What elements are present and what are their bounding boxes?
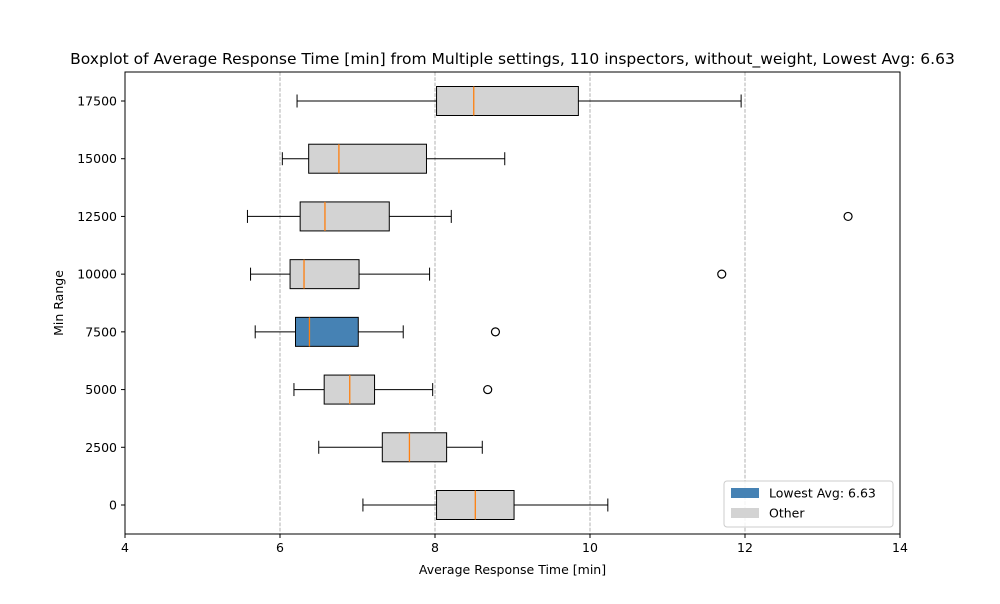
y-tick-label: 5000: [85, 382, 117, 397]
outlier-point: [490, 327, 501, 337]
box-group-17500: [296, 86, 742, 116]
box-group-0: [362, 490, 609, 520]
legend-items: Lowest Avg: 6.63 Other: [731, 486, 876, 521]
x-tick-label: 6: [276, 540, 284, 555]
box: [289, 259, 360, 290]
box-group-10000: [250, 259, 727, 290]
x-tick-label: 14: [892, 540, 908, 555]
y-tick-label: 17500: [77, 94, 117, 109]
box: [436, 86, 579, 116]
box-group-5000: [293, 374, 493, 405]
x-tick-label: 8: [431, 540, 439, 555]
box: [295, 316, 359, 347]
x-tick-label: 12: [737, 540, 753, 555]
chart-title: Boxplot of Average Response Time [min] f…: [70, 50, 955, 69]
legend-swatch: [731, 508, 759, 518]
box-group-12500: [246, 201, 853, 232]
y-axis-label: Min Range: [51, 270, 66, 336]
axis-layer: 4 6 8 10 12 14 0 2500 5000 7500 10000 12500 15000 175…: [77, 94, 908, 556]
outlier-point: [483, 384, 493, 395]
y-tick-label: 12500: [77, 209, 117, 224]
box: [381, 432, 448, 463]
legend-label: Lowest Avg: 6.63: [769, 486, 876, 501]
outlier-point: [843, 211, 853, 222]
y-tick-label: 0: [109, 498, 117, 513]
outlier-point: [717, 269, 727, 279]
legend: Lowest Avg: 6.63 Other: [723, 480, 894, 528]
y-tick-label: 7500: [85, 324, 117, 339]
box-layer: [246, 86, 853, 520]
box-group-2500: [318, 432, 483, 463]
y-tick-label: 10000: [77, 267, 117, 282]
x-tick-label: 10: [582, 540, 598, 555]
grid-layer: [279, 72, 746, 534]
legend-swatch: [731, 488, 759, 498]
box-group-7500: [254, 316, 501, 347]
legend-label: Other: [769, 506, 805, 521]
x-tick-label: 4: [121, 540, 129, 555]
plot-frame: [124, 71, 901, 535]
y-tick-label: 2500: [85, 440, 117, 455]
y-tick-label: 15000: [77, 151, 117, 166]
box-group-15000: [281, 143, 506, 174]
box: [308, 143, 427, 174]
x-axis-label: Average Response Time [min]: [419, 562, 606, 577]
legend-frame: [723, 480, 894, 528]
box: [299, 201, 390, 232]
